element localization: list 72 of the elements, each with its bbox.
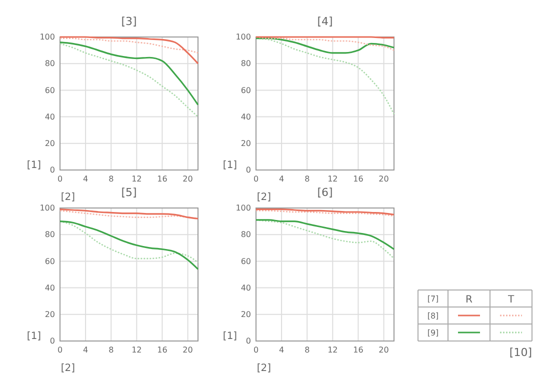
y-tick-label: 40 [44, 283, 55, 292]
x-axis-title: [2] [256, 192, 272, 203]
y-tick-label: 60 [240, 256, 251, 266]
chart-title: [4] [317, 15, 333, 28]
x-tick-label: 16 [353, 346, 364, 355]
line-series [255, 219, 395, 250]
category-label: R [466, 294, 473, 306]
x-axis-title: [2] [60, 192, 76, 203]
y-tick-label: 40 [240, 283, 251, 292]
y-tick-label: 100 [236, 204, 251, 213]
x-tick-label: 20 [378, 174, 389, 184]
line-series [59, 42, 199, 106]
line-series [59, 38, 199, 54]
x-tick-label: 4 [83, 346, 88, 355]
category-label: [9] [427, 328, 439, 338]
y-tick-label: 40 [240, 112, 251, 122]
x-tick-label: 12 [132, 346, 142, 355]
y-tick-label: 80 [44, 59, 55, 68]
y-tick-label: 80 [240, 59, 251, 68]
y-tick-label: 40 [44, 112, 55, 122]
y-tick-label: 0 [246, 166, 251, 175]
chart-title: [3] [121, 15, 137, 28]
x-tick-label: 0 [57, 346, 63, 355]
chart-title: [5] [121, 186, 137, 199]
y-axis-title: [1] [26, 331, 42, 342]
y-tick-label: 100 [40, 32, 55, 42]
y-tick-label: 100 [236, 32, 251, 42]
x-tick-label: 4 [279, 346, 284, 355]
x-tick-label: 4 [83, 174, 88, 184]
y-tick-label: 60 [240, 86, 251, 95]
y-tick-label: 60 [44, 86, 55, 95]
y-axis-title: [1] [26, 160, 42, 171]
x-tick-label: 0 [253, 346, 259, 355]
legend-title: [7] [427, 294, 439, 304]
y-tick-label: 0 [50, 166, 55, 175]
x-tick-label: 12 [132, 174, 142, 184]
x-tick-label: 8 [108, 174, 114, 184]
x-tick-label: 20 [182, 174, 193, 184]
text: [10] [509, 346, 532, 359]
y-tick-label: 100 [40, 204, 55, 213]
x-axis-title: [2] [256, 363, 272, 374]
x-tick-label: 16 [353, 174, 364, 184]
y-tick-label: 20 [44, 138, 55, 148]
y-tick-label: 0 [50, 336, 55, 346]
y-tick-label: 20 [240, 310, 251, 319]
y-axis-title: [1] [222, 160, 238, 171]
x-tick-label: 16 [157, 174, 168, 184]
x-tick-label: 0 [253, 174, 259, 184]
y-axis-title: [1] [222, 331, 238, 342]
x-tick-label: 8 [304, 346, 310, 355]
y-tick-label: 60 [44, 256, 55, 266]
line-series [59, 43, 199, 118]
y-tick-label: 80 [240, 230, 251, 240]
chart-title: [6] [317, 186, 333, 199]
y-tick-label: 80 [44, 230, 55, 240]
x-tick-label: 8 [108, 346, 114, 355]
x-tick-label: 20 [182, 346, 193, 355]
x-tick-label: 8 [304, 174, 310, 184]
x-tick-label: 20 [378, 346, 389, 355]
line-series [59, 36, 199, 64]
x-tick-label: 0 [57, 174, 63, 184]
x-tick-label: 12 [328, 346, 338, 355]
x-axis-title: [2] [60, 363, 76, 374]
x-tick-label: 4 [279, 174, 284, 184]
x-tick-label: 12 [328, 174, 338, 184]
category-label: [8] [427, 312, 439, 320]
y-tick-label: 20 [240, 138, 251, 148]
line-series [255, 38, 395, 54]
x-tick-label: 16 [157, 346, 168, 355]
category-label: T [506, 294, 515, 306]
y-tick-label: 0 [246, 336, 251, 346]
y-tick-label: 20 [44, 310, 55, 319]
